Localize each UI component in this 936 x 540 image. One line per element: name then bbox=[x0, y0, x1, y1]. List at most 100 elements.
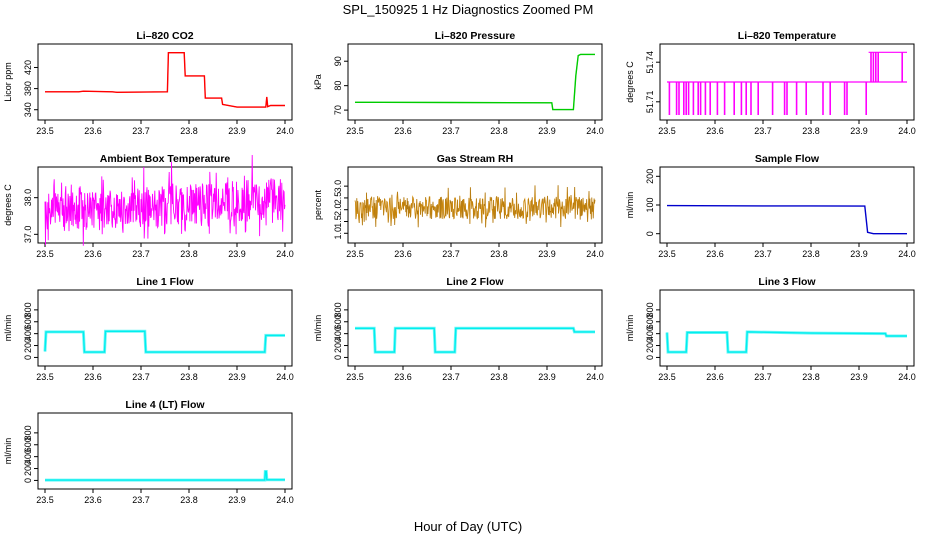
y-tick-label: 600 bbox=[23, 314, 33, 329]
plot-frame bbox=[347, 289, 603, 367]
y-tick-label: 340 bbox=[23, 102, 33, 117]
y-axis-label: ml/min bbox=[625, 315, 635, 342]
series-line bbox=[666, 204, 907, 235]
series-noise-band bbox=[354, 185, 596, 228]
x-tick-label: 23.6 bbox=[84, 126, 102, 136]
x-tick-label: 23.8 bbox=[180, 126, 198, 136]
panel-line4: Line 4 (LT) Flow ml/min 23.5 23.6 23.7 23.8 23… bbox=[3, 399, 294, 505]
panel-line3: Line 3 Flow ml/min 23.5 23.6 23.7 23.8 23.9 24.… bbox=[625, 276, 916, 382]
x-tick-label: 23.6 bbox=[706, 372, 724, 382]
y-tick-label: 1.0 bbox=[333, 227, 343, 240]
panel-pressure: Li–820 Pressure kPa 23.5 23.6 23.7 23.8 23.9 24… bbox=[313, 30, 604, 136]
x-tick-label: 23.7 bbox=[442, 126, 460, 136]
x-tick-label: 23.8 bbox=[180, 249, 198, 259]
y-tick-label: 800 bbox=[645, 302, 655, 317]
y-tick-label: 70 bbox=[333, 105, 343, 115]
series-line bbox=[355, 327, 595, 353]
panel-title: Li–820 CO2 bbox=[136, 30, 193, 42]
y-tick-label: 380 bbox=[23, 81, 33, 96]
x-tick-label: 23.9 bbox=[228, 495, 246, 505]
y-tick-label: 200 bbox=[23, 461, 33, 476]
y-tick-label: 0 bbox=[645, 355, 655, 360]
y-tick-label: 400 bbox=[23, 326, 33, 341]
x-tick-label: 23.8 bbox=[802, 126, 820, 136]
plot-frame bbox=[659, 43, 915, 121]
x-tick-label: 23.9 bbox=[538, 126, 556, 136]
plot-frame bbox=[37, 412, 293, 490]
x-tick-label: 24.0 bbox=[586, 372, 604, 382]
panel-title: Line 4 (LT) Flow bbox=[125, 399, 205, 411]
panel-title: Sample Flow bbox=[755, 153, 820, 165]
plot-frame bbox=[347, 166, 603, 244]
panel-rh: Gas Stream RH percent 23.5 23.6 23.7 23.8 23.9… bbox=[313, 153, 604, 259]
series-line bbox=[45, 52, 285, 108]
y-tick-label: 2.0 bbox=[333, 203, 343, 216]
y-tick-label: 100 bbox=[645, 197, 655, 212]
x-tick-label: 24.0 bbox=[276, 249, 294, 259]
x-tick-label: 23.7 bbox=[132, 495, 150, 505]
x-tick-label: 24.0 bbox=[898, 126, 916, 136]
x-tick-label: 23.6 bbox=[706, 249, 724, 259]
x-tick-label: 23.9 bbox=[228, 249, 246, 259]
y-tick-label: 0 bbox=[23, 478, 33, 483]
x-tick-label: 24.0 bbox=[276, 372, 294, 382]
y-tick-label: 400 bbox=[333, 326, 343, 341]
panel-grid: Li–820 CO2 Licor ppm 23.5 23.6 23.7 23.8 23.9 2… bbox=[3, 30, 916, 505]
y-axis-label: degrees C bbox=[625, 61, 635, 103]
y-axis-label: ml/min bbox=[3, 315, 13, 342]
x-tick-label: 23.8 bbox=[180, 495, 198, 505]
y-axis-label: degrees C bbox=[3, 184, 13, 226]
panel-line2: Line 2 Flow ml/min 23.5 23.6 23.7 23.8 23.9 24.… bbox=[313, 276, 604, 382]
x-tick-label: 23.8 bbox=[180, 372, 198, 382]
y-axis-label: ml/min bbox=[3, 438, 13, 465]
x-tick-label: 23.9 bbox=[228, 372, 246, 382]
y-tick-label: 200 bbox=[645, 169, 655, 184]
x-tick-label: 23.7 bbox=[132, 126, 150, 136]
x-tick-label: 23.6 bbox=[84, 249, 102, 259]
x-tick-label: 23.7 bbox=[754, 249, 772, 259]
panel-title: Line 2 Flow bbox=[446, 276, 504, 288]
x-tick-label: 23.6 bbox=[394, 372, 412, 382]
x-tick-label: 23.5 bbox=[658, 249, 676, 259]
x-tick-label: 23.6 bbox=[394, 249, 412, 259]
panel-co2: Li–820 CO2 Licor ppm 23.5 23.6 23.7 23.8 23.9 2… bbox=[3, 30, 294, 136]
series-line-noise bbox=[43, 329, 285, 354]
y-tick-label: 80 bbox=[333, 81, 343, 91]
y-axis-label: Licor ppm bbox=[3, 62, 13, 102]
panel-title: Line 3 Flow bbox=[758, 276, 816, 288]
y-tick-label: 0 bbox=[645, 231, 655, 236]
x-tick-label: 23.6 bbox=[84, 495, 102, 505]
plot-frame bbox=[37, 43, 293, 121]
series-line-noise bbox=[355, 326, 595, 354]
series-line bbox=[44, 330, 285, 353]
panel-title: Li–820 Temperature bbox=[738, 30, 837, 42]
y-tick-label: 400 bbox=[23, 449, 33, 464]
panel-title: Ambient Box Temperature bbox=[100, 153, 231, 165]
x-tick-label: 24.0 bbox=[586, 126, 604, 136]
panel-line1: Line 1 Flow ml/min 23.5 23.6 23.7 23.8 23.9 24.… bbox=[3, 276, 294, 382]
series-line-noise bbox=[665, 330, 907, 354]
x-tick-label: 23.5 bbox=[36, 126, 54, 136]
x-tick-label: 24.0 bbox=[898, 372, 916, 382]
series-line bbox=[354, 53, 595, 111]
panel-title: Li–820 Pressure bbox=[435, 30, 516, 42]
y-tick-label: 51.71 bbox=[645, 91, 655, 114]
series-point-outline bbox=[354, 185, 596, 228]
y-tick-label: 200 bbox=[333, 338, 343, 353]
panel-licor_temp: Li–820 Temperature degrees C 23.5 23.6 23.7 2… bbox=[625, 30, 916, 136]
x-tick-label: 24.0 bbox=[898, 249, 916, 259]
figure-title: SPL_150925 1 Hz Diagnostics Zoomed PM bbox=[343, 2, 594, 17]
series-noise-band bbox=[44, 154, 286, 246]
x-tick-label: 23.8 bbox=[490, 372, 508, 382]
x-tick-label: 23.8 bbox=[490, 126, 508, 136]
y-tick-label: 600 bbox=[333, 314, 343, 329]
y-tick-label: 400 bbox=[645, 326, 655, 341]
x-tick-label: 23.6 bbox=[394, 126, 412, 136]
y-tick-label: 3.0 bbox=[333, 180, 343, 193]
x-tick-label: 24.0 bbox=[276, 495, 294, 505]
y-tick-label: 90 bbox=[333, 56, 343, 66]
x-tick-label: 23.9 bbox=[228, 126, 246, 136]
plot-frame bbox=[37, 166, 293, 244]
y-tick-label: 0 bbox=[333, 355, 343, 360]
plot-frame bbox=[659, 289, 915, 367]
